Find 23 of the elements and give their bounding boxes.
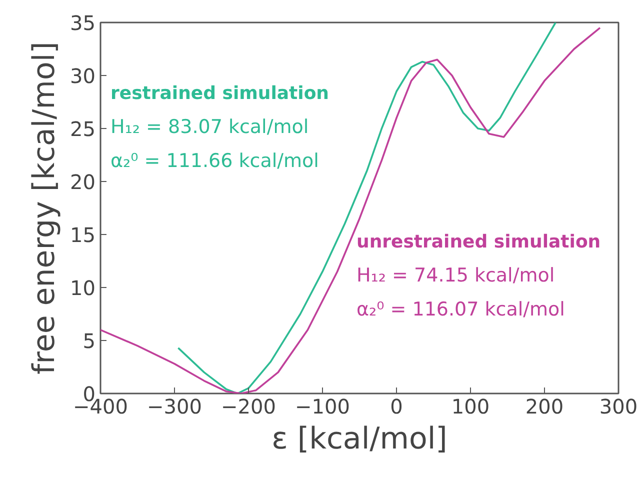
text: restrained simulation bbox=[110, 83, 329, 104]
x-tick-label: −100 bbox=[295, 394, 350, 418]
annotation: α₂⁰ = 111.66 kcal/mol bbox=[110, 150, 319, 172]
y-tick-label: 10 bbox=[70, 276, 96, 300]
annotation: α₂⁰ = 116.07 kcal/mol bbox=[356, 298, 565, 321]
series-label: unrestrained simulation bbox=[356, 232, 601, 253]
annotation: H₁₂ = 83.07 kcal/mol bbox=[110, 116, 309, 138]
x-tick-label: −200 bbox=[221, 394, 276, 418]
y-tick-label: 35 bbox=[70, 11, 96, 35]
x-tick-label: −300 bbox=[147, 394, 202, 418]
y-tick-label: 30 bbox=[70, 64, 96, 88]
y-tick-label: 20 bbox=[70, 170, 96, 194]
x-tick-label: 300 bbox=[599, 394, 638, 418]
x-tick-label: 0 bbox=[390, 394, 403, 418]
x-tick-label: 100 bbox=[451, 394, 490, 418]
annotation: H₁₂ = 74.15 kcal/mol bbox=[356, 264, 555, 287]
line-series bbox=[100, 26, 601, 394]
x-axis-title: ε [kcal/mol] bbox=[272, 422, 448, 456]
y-tick-label: 15 bbox=[70, 223, 96, 247]
y-axis-title: free energy [kcal/mol] bbox=[27, 42, 62, 374]
y-tick-label: 25 bbox=[70, 117, 96, 141]
y-tick-label: 5 bbox=[82, 329, 96, 353]
x-tick-label: 200 bbox=[525, 394, 564, 418]
